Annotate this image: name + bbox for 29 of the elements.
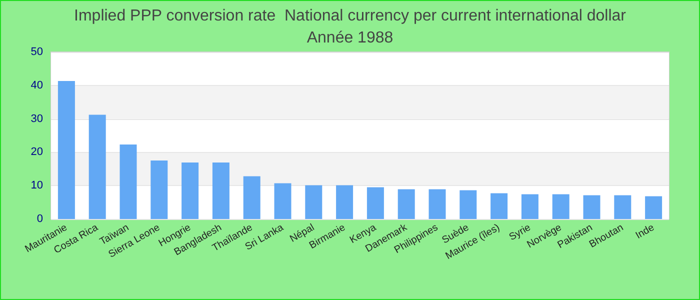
bar xyxy=(366,187,384,219)
bar xyxy=(521,194,538,219)
y-tick-label: 20 xyxy=(30,146,43,158)
bar xyxy=(305,185,322,219)
y-tick-label: 0 xyxy=(36,213,43,225)
bar xyxy=(212,162,230,219)
bar xyxy=(58,81,75,219)
bar xyxy=(243,176,260,219)
bar xyxy=(274,183,292,219)
y-tick-label: 30 xyxy=(30,112,43,125)
bar xyxy=(614,195,632,219)
y-tick-label: 50 xyxy=(30,46,43,58)
chart-subtitle: Année 1988 xyxy=(306,30,394,46)
bar xyxy=(398,189,415,219)
bar xyxy=(182,162,199,219)
bar xyxy=(150,160,168,219)
y-tick-label: 10 xyxy=(30,180,43,192)
bar xyxy=(552,194,570,219)
bar xyxy=(336,185,354,219)
chart-title: Implied PPP conversion rate National currency per current international dollar xyxy=(74,8,627,24)
y-tick-label: 40 xyxy=(30,79,43,92)
bar xyxy=(583,195,600,219)
bar xyxy=(428,189,446,219)
x-tick-label: Inde xyxy=(634,222,657,242)
bar xyxy=(645,196,662,219)
bar xyxy=(460,190,477,219)
bar xyxy=(490,193,508,219)
bar xyxy=(120,144,137,219)
bar xyxy=(88,114,106,219)
